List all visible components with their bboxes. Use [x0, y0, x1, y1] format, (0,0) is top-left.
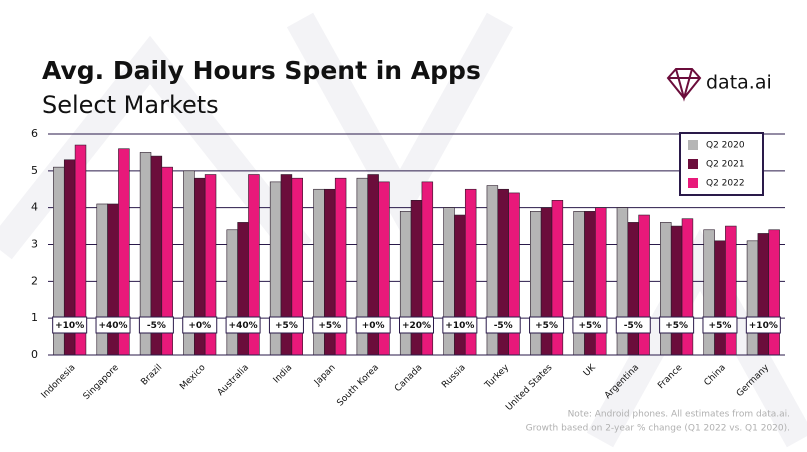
growth-label: +40%: [98, 321, 127, 331]
bar: [237, 222, 249, 356]
bar: [454, 214, 466, 356]
x-tick-label: UK: [582, 362, 599, 379]
x-tick-label: South Korea: [335, 363, 381, 409]
growth-label: +40%: [229, 321, 258, 331]
growth-box: [659, 316, 695, 334]
x-tick-label: Mexico: [178, 362, 208, 392]
growth-box: [225, 316, 261, 334]
x-tick-label: France: [656, 362, 685, 391]
growth-label: +5%: [665, 321, 688, 331]
x-tick-label: United States: [504, 363, 554, 413]
growth-label: -5%: [494, 321, 513, 331]
growth-label: +5%: [709, 321, 732, 331]
legend-label: Q2 2022: [706, 179, 745, 189]
growth-box: [485, 316, 521, 334]
y-tick-label: 2: [31, 274, 38, 287]
x-tick-label: China: [703, 363, 728, 388]
growth-label: +10%: [445, 321, 474, 331]
bar: [725, 225, 737, 356]
x-tick-label: India: [272, 363, 295, 386]
logo: data.ai: [666, 68, 772, 102]
growth-label: +5%: [535, 321, 558, 331]
legend-label: Q2 2021: [706, 160, 745, 170]
brand: data.ai: [706, 72, 772, 94]
x-tick-label: Russia: [440, 363, 468, 391]
bar: [670, 225, 683, 356]
growth-box: [442, 316, 478, 334]
growth-box: [572, 316, 608, 334]
legend-swatch: [688, 140, 698, 150]
note: Growth based on 2-year % change (Q1 2022…: [526, 424, 790, 434]
bar: [627, 222, 639, 356]
y-tick-label: 0: [31, 348, 38, 361]
legend-swatch: [688, 178, 698, 188]
bar: [714, 240, 726, 356]
bar: [681, 218, 694, 356]
growth-box: [615, 316, 651, 334]
growth-label: +10%: [55, 321, 84, 331]
y-tick-label: 1: [31, 311, 38, 324]
bar: [757, 233, 770, 356]
y-tick-label: 4: [31, 201, 38, 214]
growth-box: [138, 316, 174, 334]
x-tick-label: Singapore: [82, 362, 122, 402]
growth-label: +5%: [578, 321, 601, 331]
growth-label: -5%: [147, 321, 166, 331]
growth-label: +0%: [188, 321, 211, 331]
x-tick-label: Brazil: [139, 363, 164, 388]
growth-box: [52, 316, 88, 334]
x-tick-label: Japan: [312, 363, 338, 389]
note: Note: Android phones. All estimates from…: [568, 410, 790, 420]
growth-box: [355, 316, 391, 334]
x-tick-label: Turkey: [483, 362, 512, 391]
growth-label: +0%: [362, 321, 385, 331]
growth-box: [182, 316, 218, 334]
x-tick-label: Australia: [216, 363, 251, 398]
growth-box: [95, 316, 131, 334]
bar: [703, 229, 715, 356]
y-tick-label: 3: [31, 238, 38, 251]
growth-box: [702, 316, 738, 334]
chart-title: Avg. Daily Hours Spent in Apps: [42, 56, 481, 85]
bar: [660, 222, 672, 356]
x-tick-label: Canada: [393, 363, 424, 394]
growth-box: [529, 316, 565, 334]
y-tick-label: 5: [31, 164, 38, 177]
growth-box: [399, 316, 434, 334]
legend-label: Q2 2020: [706, 141, 745, 151]
growth-label: +5%: [318, 321, 341, 331]
growth-label: +10%: [749, 321, 778, 331]
x-tick-label: Indonesia: [40, 363, 78, 401]
growth-label: +5%: [275, 321, 298, 331]
growth-box: [268, 316, 304, 334]
bar: [746, 240, 759, 356]
bar: [768, 229, 780, 356]
growth-box: [745, 316, 781, 334]
y-tick-label: 6: [31, 127, 38, 140]
growth-box: [312, 316, 348, 334]
growth-label: -5%: [624, 321, 643, 331]
bar: [226, 229, 238, 356]
growth-label: +20%: [402, 321, 431, 331]
chart-subtitle: Select Markets: [42, 91, 219, 119]
legend-swatch: [688, 159, 698, 169]
bar: [638, 214, 650, 356]
